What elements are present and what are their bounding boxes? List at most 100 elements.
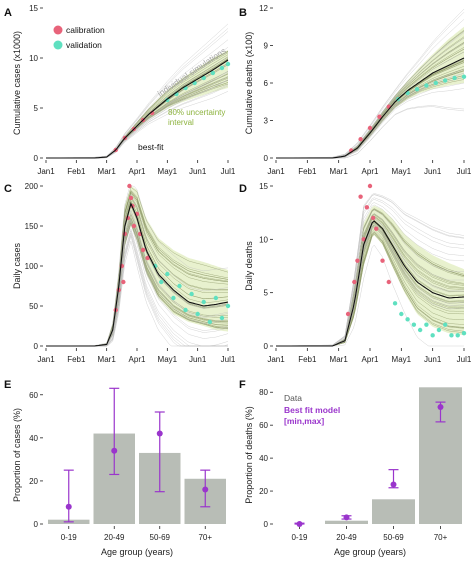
validation-point (165, 97, 170, 103)
x-tick-label: Feb1 (67, 167, 86, 176)
x-tick-label: May1 (392, 167, 412, 176)
validation-point (159, 279, 164, 285)
y-tick-label: 20 (259, 487, 268, 496)
validation-point (455, 333, 460, 338)
y-axis-label-c: Daily cases (12, 242, 22, 289)
y-tick-label: 5 (34, 104, 39, 113)
validation-point (417, 327, 423, 333)
y-tick-label: 0 (264, 342, 269, 351)
calibration-point (364, 205, 370, 210)
calibration-point (122, 231, 128, 237)
panel-d-daily-deaths: D Daily deaths Jan1 Feb1 Mar1 Apr1 May1 Jun1 J… (239, 182, 472, 364)
calibration-point (380, 258, 385, 263)
validation-point (165, 271, 170, 277)
x-tick-label: Jul1 (221, 167, 236, 176)
x-tick-label: May1 (158, 167, 178, 176)
uncertainty-band-b (276, 26, 464, 158)
validation-point (201, 299, 206, 305)
panel-c-daily-cases: C Daily cases Jan1 Feb1 Mar1 Apr1 May1 Jun1 Ju… (4, 182, 236, 364)
x-tick-label: Mar1 (98, 355, 117, 364)
simulation-trajectory (276, 79, 465, 159)
y-tick-label: 0 (264, 520, 269, 529)
legend-model-label-line2: [min,max] (284, 416, 324, 426)
y-tick-label: 15 (29, 4, 38, 13)
y-axis-label-e: Proportion of cases (%) (12, 408, 22, 502)
y-tick-label: 3 (264, 117, 269, 126)
model-best-point (437, 404, 444, 411)
x-tick-label: Feb1 (67, 355, 86, 364)
validation-point (430, 333, 435, 338)
validation-point (201, 75, 206, 81)
simulation-trajectory (276, 88, 465, 159)
y-tick-label: 0 (34, 342, 39, 351)
legend-f: Data Best fit model [min,max] (284, 393, 340, 426)
x-tick-label: Mar1 (330, 355, 349, 364)
calibration-point (374, 226, 379, 231)
panel-f-deaths-by-age: F Proportion of deaths (%) Age group (ye… (239, 379, 462, 557)
calibration-point (358, 194, 363, 199)
validation-point (424, 83, 429, 88)
model-best-point (111, 447, 118, 454)
validation-point (207, 319, 212, 325)
legend-data-label: Data (284, 393, 302, 403)
validation-point (443, 78, 448, 83)
y-tick-label: 12 (259, 4, 268, 13)
x-tick-label: Feb1 (298, 167, 317, 176)
y-tick-label: 0 (264, 154, 269, 163)
x-tick-label: Apr1 (362, 167, 379, 176)
y-tick-label: 10 (259, 235, 268, 244)
model-best-point (65, 503, 72, 510)
best-fit-line-b (276, 57, 465, 159)
x-tick-label: 20-49 (104, 533, 125, 542)
x-tick-label: May1 (158, 355, 178, 364)
x-tick-label: Mar1 (98, 167, 117, 176)
model-ranges-f (294, 401, 446, 527)
simulation-trajectory (276, 19, 465, 159)
x-tick-label: Jun1 (189, 167, 207, 176)
bars-e (48, 433, 226, 524)
simulation-trajectory (276, 77, 465, 159)
x-tick-label: Jul1 (221, 355, 236, 364)
x-tick-label: Jun1 (189, 355, 207, 364)
validation-point (411, 322, 417, 327)
x-tick-label: Jan1 (37, 355, 55, 364)
validation-point (452, 75, 457, 81)
legend-calibration-label: calibration (66, 25, 105, 35)
validation-point (443, 322, 448, 327)
validation-point (225, 303, 231, 309)
panel-label-e: E (4, 379, 11, 391)
validation-point (424, 322, 429, 327)
y-tick-label: 40 (29, 434, 38, 443)
x-tick-label: 70+ (434, 533, 448, 542)
y-axis-label-b: Cumulative deaths (x100) (244, 32, 254, 135)
y-tick-label: 20 (29, 477, 38, 486)
x-tick-label: May1 (392, 355, 412, 364)
model-best-point (390, 481, 397, 488)
simulation-trajectory (276, 49, 465, 159)
x-tick-label: Apr1 (129, 167, 146, 176)
x-axis-label-e: Age group (years) (101, 547, 173, 557)
model-best-point (156, 430, 163, 437)
calibration-point (367, 125, 373, 131)
y-tick-label: 200 (25, 182, 39, 191)
y-tick-label: 6 (264, 79, 269, 88)
panel-label-a: A (4, 7, 12, 19)
calibration-point (140, 247, 146, 253)
annotation-best-fit: best-fit (138, 142, 164, 152)
axes-f: 0-19 20-49 50-69 70+ 0 20 40 60 80 (259, 388, 448, 542)
simulation-trajectory (276, 82, 465, 159)
validation-point (219, 65, 225, 71)
y-tick-label: 0 (34, 154, 39, 163)
y-axis-label-f: Proportion of deaths (%) (244, 406, 254, 504)
validation-point (433, 80, 438, 86)
model-best-point (202, 486, 209, 493)
simulation-trajectory (276, 76, 465, 159)
y-tick-label: 60 (259, 421, 268, 430)
panel-a-cumulative-cases: A Cumulative cases (x1000) Jan1 Feb1 Mar1 A… (4, 4, 236, 176)
calibration-point (127, 183, 132, 189)
validation-point (195, 311, 200, 317)
calibration-point (386, 279, 391, 285)
simulation-trajectory (276, 30, 465, 159)
annotation-uncertainty-line2: interval (168, 118, 194, 127)
